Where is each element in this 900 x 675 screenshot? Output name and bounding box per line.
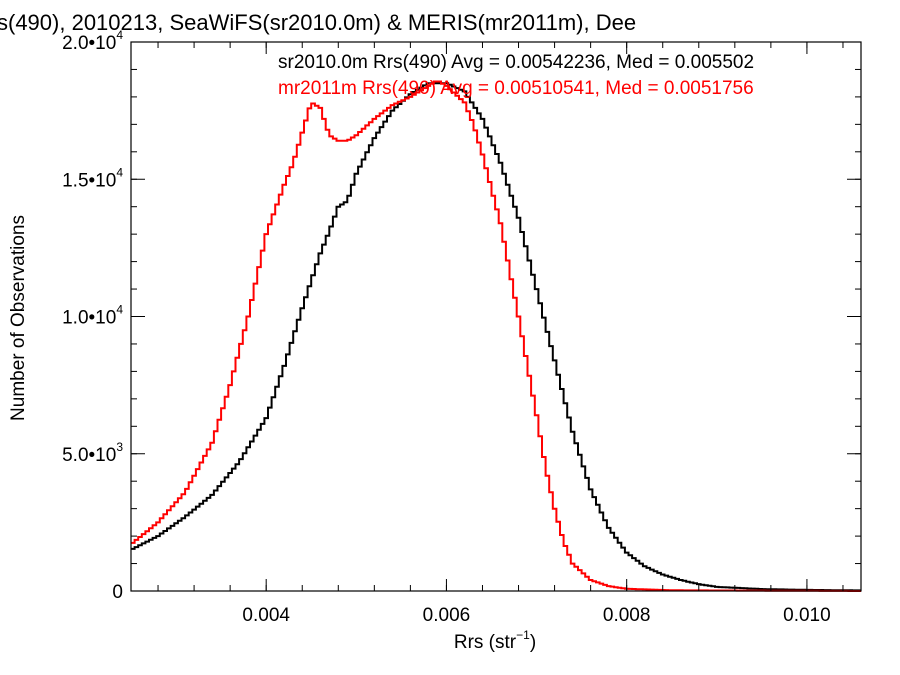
y-tick-label: 2.0•104 [62, 28, 123, 54]
x-axis-label-base: Rrs (str [454, 632, 517, 653]
x-axis-label: Rrs (str−1) [454, 628, 536, 653]
plot-frame [130, 41, 862, 592]
ticks-layer: 0.004 0.006 0.008 0.010 0 5.0•103 1.0•104 1.5•1… [62, 28, 861, 626]
y-tick-label: 1.0•104 [62, 303, 123, 329]
x-axis-label-sup: −1 [516, 628, 530, 642]
x-tick-label: 0.010 [783, 605, 831, 626]
legend-entry-1: sr2010.0m Rrs(490) Avg = 0.00542236, Med… [278, 52, 754, 73]
legend-entry-2: mr2011m Rrs(490) Avg = 0.00510541, Med =… [278, 78, 754, 99]
x-tick-label: 0.004 [242, 605, 290, 626]
series-line-2 [131, 80, 861, 592]
x-tick-label: 0.008 [603, 605, 651, 626]
y-tick-label: 1.5•104 [62, 165, 123, 191]
x-axis-label-tail: ) [530, 632, 536, 653]
chart-title: s(490), 2010213, SeaWiFS(sr2010.0m) & ME… [0, 10, 636, 35]
y-tick-label: 0 [112, 582, 123, 603]
legend: sr2010.0m Rrs(490) Avg = 0.00542236, Med… [278, 52, 754, 99]
series-layer [131, 80, 861, 592]
series-line-1 [131, 82, 861, 592]
x-tick-label: 0.006 [423, 605, 471, 626]
y-tick-label: 5.0•103 [62, 440, 123, 466]
y-axis-label: Number of Observations [8, 215, 29, 421]
